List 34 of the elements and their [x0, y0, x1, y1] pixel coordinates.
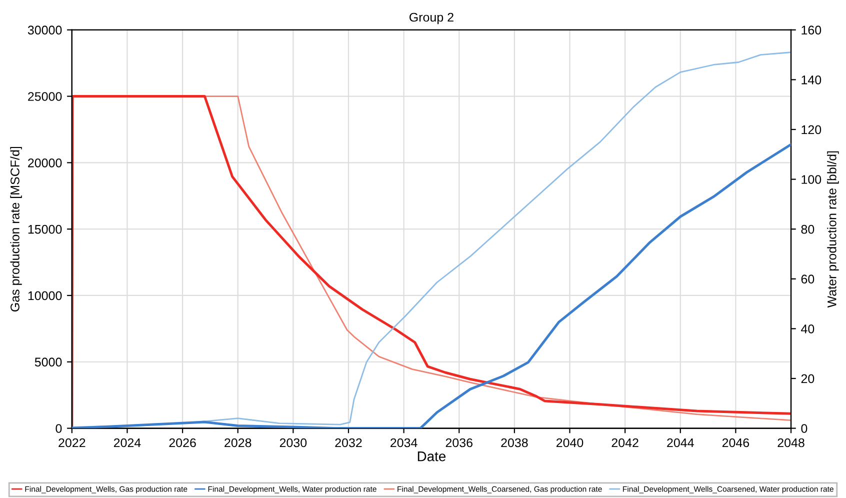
x-tick-label: 2038	[501, 438, 528, 448]
x-axis-title: Date	[418, 452, 446, 462]
x-tick-label: 2040	[556, 438, 584, 448]
y2-tick-label: 160	[802, 26, 822, 35]
y2-axis-title: Water production rate [bbl/d]	[827, 151, 839, 308]
y-tick-label: 30000	[28, 26, 62, 35]
y-axis-title: Gas production rate [MSCF/d]	[10, 146, 22, 312]
x-tick-label: 2036	[446, 438, 472, 448]
y2-tick-label: 20	[801, 374, 814, 384]
x-tick-label: 2042	[612, 438, 638, 448]
x-tick-label: 2044	[667, 438, 694, 448]
y2-tick-label: 140	[802, 75, 822, 84]
x-tick-label: 2046	[722, 438, 750, 448]
x-tick-label: 2024	[114, 438, 141, 448]
y-tick-label: 25000	[28, 92, 62, 101]
x-tick-label: 2034	[390, 438, 418, 448]
y2-tick-label: 100	[802, 175, 822, 184]
y2-tick-label: 0	[801, 424, 808, 433]
y2-tick-label: 60	[801, 274, 814, 284]
y-tick-label: 0	[56, 424, 62, 433]
x-tick-label: 2026	[169, 438, 196, 448]
y2-tick-label: 120	[802, 125, 822, 134]
y-tick-label: 15000	[28, 224, 62, 234]
y-tick-label: 20000	[28, 158, 62, 168]
x-tick-label: 2048	[778, 438, 804, 448]
x-tick-label: 2028	[224, 438, 252, 448]
y2-tick-label: 80	[801, 224, 814, 234]
y-tick-label: 5000	[34, 358, 62, 367]
x-tick-label: 2022	[58, 438, 86, 448]
y-tick-label: 10000	[28, 291, 62, 300]
x-tick-label: 2032	[335, 438, 362, 448]
y2-tick-label: 40	[801, 324, 814, 334]
chart-title: Group 2	[410, 12, 454, 24]
x-tick-label: 2030	[280, 438, 307, 448]
